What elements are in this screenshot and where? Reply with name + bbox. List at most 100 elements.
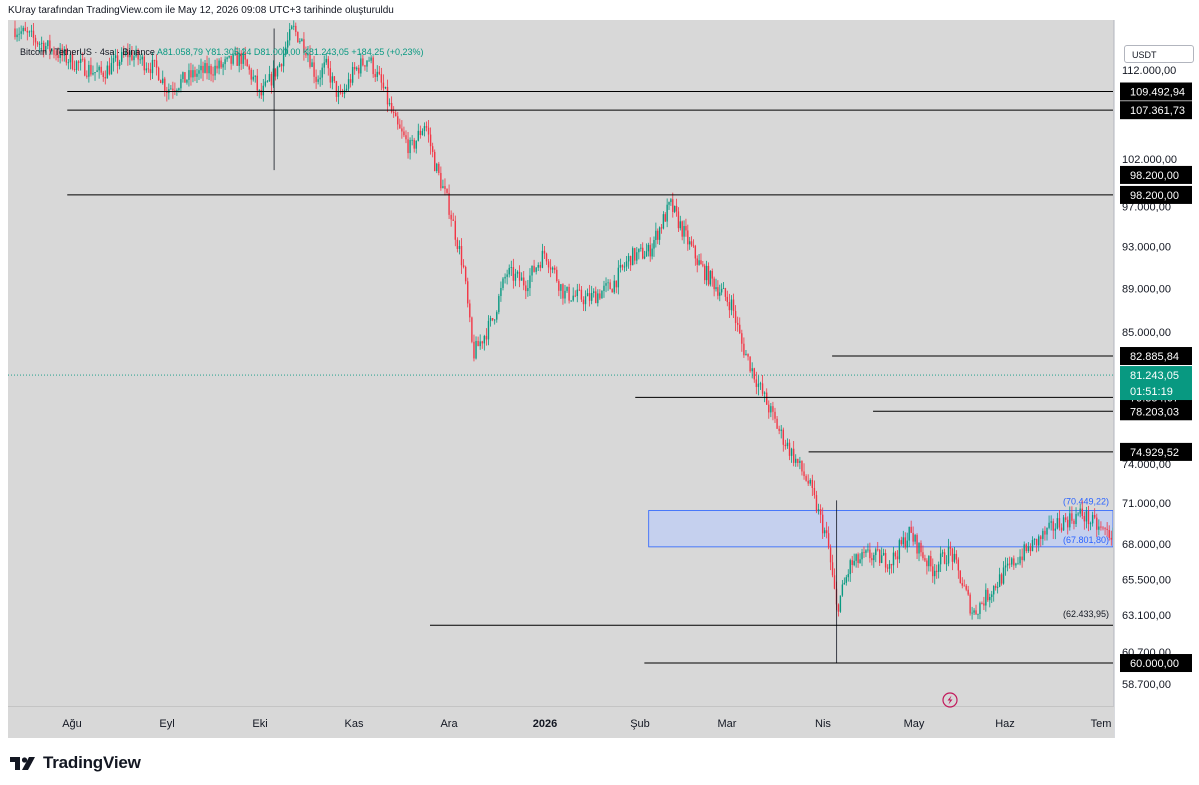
candle-body (483, 335, 486, 344)
y-tick-label: 58.700,00 (1122, 679, 1171, 691)
candle-body (763, 392, 766, 394)
candle-body (709, 270, 712, 285)
candle-body (640, 247, 642, 249)
candle-body (55, 54, 57, 56)
candle-body (1091, 514, 1094, 524)
candle-body (908, 526, 910, 541)
candle-body (1027, 546, 1030, 552)
candle-body (1015, 563, 1017, 566)
candle-body (471, 317, 473, 342)
candle-body (673, 205, 676, 212)
candle-body (670, 199, 672, 203)
candle-body (305, 53, 307, 56)
candle-body (702, 264, 704, 266)
candle-body (1104, 528, 1106, 530)
level-badge-bg (1120, 654, 1192, 673)
candle-body (299, 41, 301, 43)
candle-body (460, 246, 463, 266)
candle-body (194, 70, 196, 77)
y-tick-label: 71.000,00 (1122, 498, 1171, 510)
candle-body (188, 70, 190, 80)
candle-body (176, 90, 178, 91)
candle-body (1004, 565, 1007, 568)
candle-body (1110, 537, 1112, 540)
candle-body (1062, 517, 1065, 531)
candle-body (547, 261, 550, 268)
candle-body (582, 299, 585, 305)
candle-body (949, 546, 952, 549)
candle-body (605, 283, 607, 286)
candle-body (405, 135, 407, 140)
currency-selector[interactable]: USDT (1124, 45, 1194, 63)
candle-body (795, 458, 797, 463)
candle-body (855, 554, 857, 561)
candle-body (106, 65, 109, 79)
candle-body (401, 128, 403, 132)
tradingview-brand[interactable]: TradingView (9, 752, 141, 774)
candle-body (333, 76, 336, 82)
candle-body (924, 558, 926, 561)
price-chart[interactable]: 112.000,00 102.000,00 97.000,00 93.000,00 89… (8, 20, 1192, 738)
lightning-bolt-icon (947, 695, 953, 705)
candle-body (597, 293, 599, 304)
candle-body (772, 406, 774, 412)
candle-body (467, 281, 469, 304)
candle-body (335, 81, 338, 97)
candle-body (47, 40, 49, 47)
candle-body (1081, 508, 1083, 516)
candle-body (609, 282, 611, 290)
candle-body (444, 186, 446, 189)
candle-body (325, 58, 327, 63)
candle-body (918, 542, 920, 554)
candle-body (539, 265, 542, 268)
candle-body (932, 566, 934, 577)
candle-body (427, 127, 430, 135)
candle-body (839, 595, 842, 612)
candle-body (951, 548, 954, 562)
candle-body (611, 289, 613, 293)
level-badge-bg (1120, 402, 1192, 421)
candle-body (487, 320, 490, 340)
candle-body (554, 267, 556, 270)
candle-body (930, 556, 932, 567)
candle-body (717, 287, 719, 296)
time-axis-panel (8, 706, 1114, 738)
candle-body (1042, 530, 1044, 540)
candle-body (69, 54, 72, 63)
candle-body (514, 273, 517, 281)
candle-body (240, 53, 242, 64)
candle-body (376, 71, 378, 78)
chart-panel[interactable]: 112.000,00 102.000,00 97.000,00 93.000,00 89… (8, 20, 1194, 738)
candle-body (196, 73, 198, 77)
candle-body (1106, 528, 1108, 531)
candle-body (527, 288, 529, 292)
level-badge-bg (1120, 442, 1192, 461)
candle-body (533, 265, 535, 272)
candle-body (341, 92, 344, 94)
candle-body (419, 130, 422, 136)
candle-body (164, 78, 166, 91)
candle-body (289, 29, 291, 41)
candle-body (252, 76, 254, 80)
candle-body (353, 66, 356, 70)
candle-body (127, 51, 129, 58)
candle-body (1000, 574, 1003, 584)
candle-body (450, 214, 452, 220)
candle-body (558, 281, 560, 291)
candle-body (413, 139, 415, 149)
candle-body (1023, 544, 1025, 561)
candle-body (145, 68, 148, 71)
candle-body (556, 269, 558, 282)
candle-body (780, 429, 782, 431)
candle-body (1060, 527, 1063, 531)
candle-body (295, 25, 297, 32)
candle-body (96, 70, 98, 72)
candle-body (61, 48, 63, 56)
x-tick-label: Haz (995, 718, 1015, 730)
candle-body (512, 267, 515, 281)
candle-body (523, 277, 525, 286)
candle-body (151, 59, 154, 74)
candle-body (707, 265, 710, 285)
candle-body (192, 70, 194, 78)
candle-body (67, 62, 70, 64)
